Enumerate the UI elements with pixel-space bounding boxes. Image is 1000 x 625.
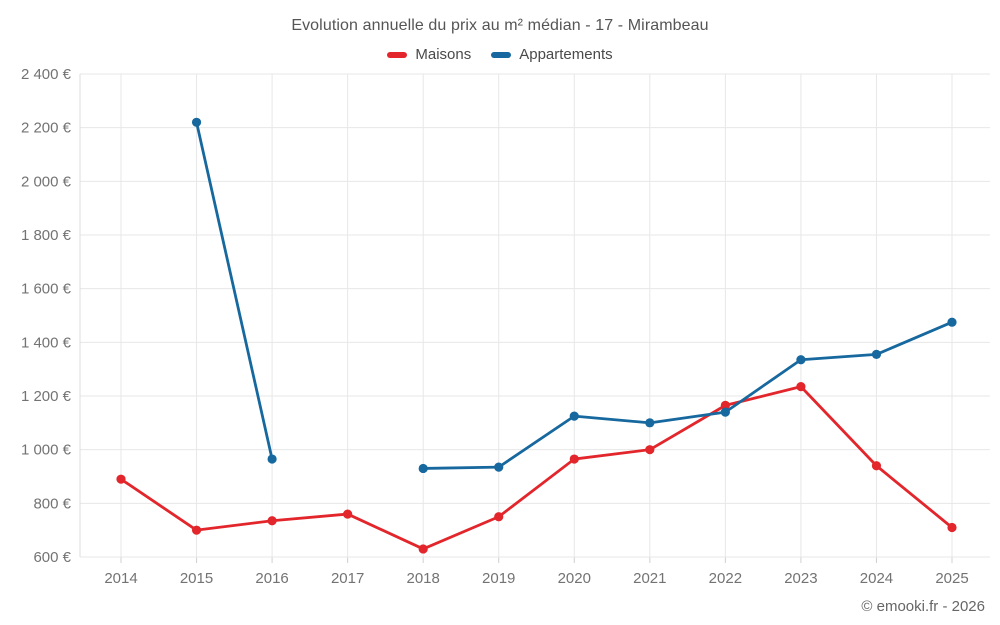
x-axis-label: 2024 — [860, 570, 893, 587]
legend: Maisons Appartements — [0, 46, 1000, 63]
x-axis-label: 2025 — [935, 570, 968, 587]
data-point-appartements-2018[interactable] — [418, 463, 428, 474]
legend-item-appartements[interactable]: Appartements — [491, 46, 613, 63]
x-axis-label: 2019 — [482, 570, 515, 587]
chart-title: Evolution annuelle du prix au m² médian … — [291, 17, 709, 34]
x-axis-label: 2023 — [784, 570, 817, 587]
y-axis-label: 800 € — [33, 495, 71, 512]
data-point-appartements-2025[interactable] — [947, 317, 957, 327]
series-line-maisons — [119, 385, 954, 551]
data-point-maisons-2016[interactable] — [267, 516, 277, 526]
data-point-appartements-2024[interactable] — [871, 349, 882, 360]
data-point-appartements-2016[interactable] — [267, 454, 277, 464]
data-point-appartements-2020[interactable] — [569, 411, 579, 421]
data-point-appartements-2022[interactable] — [720, 407, 730, 417]
y-axis-label: 1 200 € — [21, 388, 72, 405]
x-axis-label: 2022 — [709, 570, 742, 587]
y-axis-label: 2 000 € — [21, 173, 72, 190]
copyright-text: © emooki.fr - 2026 — [861, 598, 985, 615]
x-axis-label: 2018 — [406, 570, 439, 587]
y-axis-label: 1 600 € — [21, 281, 72, 298]
data-point-maisons-2014[interactable] — [116, 474, 126, 484]
x-axis-label: 2017 — [331, 570, 364, 587]
x-axis-label: 2015 — [180, 570, 213, 587]
y-axis-label: 1 400 € — [21, 334, 72, 351]
legend-item-maisons[interactable]: Maisons — [387, 46, 471, 63]
legend-label: Appartements — [519, 46, 613, 63]
legend-swatch-icon — [387, 51, 408, 58]
legend-swatch-icon — [491, 51, 512, 58]
series-line-appartements — [421, 320, 954, 470]
x-axis-label: 2021 — [633, 570, 666, 587]
data-point-maisons-2025[interactable] — [947, 522, 957, 533]
data-point-maisons-2018[interactable] — [418, 544, 428, 554]
data-point-appartements-2023[interactable] — [796, 355, 806, 365]
x-axis-label: 2016 — [255, 570, 288, 587]
data-point-maisons-2017[interactable] — [343, 509, 353, 519]
data-point-maisons-2023[interactable] — [796, 382, 806, 392]
legend-label: Maisons — [415, 46, 472, 63]
data-point-maisons-2024[interactable] — [871, 461, 882, 471]
data-point-maisons-2019[interactable] — [494, 512, 504, 522]
y-axis-label: 600 € — [33, 549, 71, 566]
x-axis-label: 2020 — [558, 570, 591, 587]
data-point-appartements-2019[interactable] — [494, 462, 504, 472]
series-line-appartements — [195, 120, 274, 461]
data-point-appartements-2021[interactable] — [645, 418, 655, 428]
y-axis-label: 1 000 € — [21, 442, 72, 459]
data-point-maisons-2015[interactable] — [191, 525, 202, 535]
y-axis-label: 1 800 € — [21, 227, 72, 244]
y-axis-label: 2 200 € — [21, 120, 72, 137]
data-point-maisons-2020[interactable] — [569, 454, 579, 464]
data-point-appartements-2015[interactable] — [191, 117, 202, 127]
y-axis-label: 2 400 € — [21, 66, 72, 83]
x-axis-label: 2014 — [104, 570, 137, 587]
data-point-maisons-2022[interactable] — [720, 400, 730, 410]
data-point-maisons-2021[interactable] — [645, 445, 655, 455]
